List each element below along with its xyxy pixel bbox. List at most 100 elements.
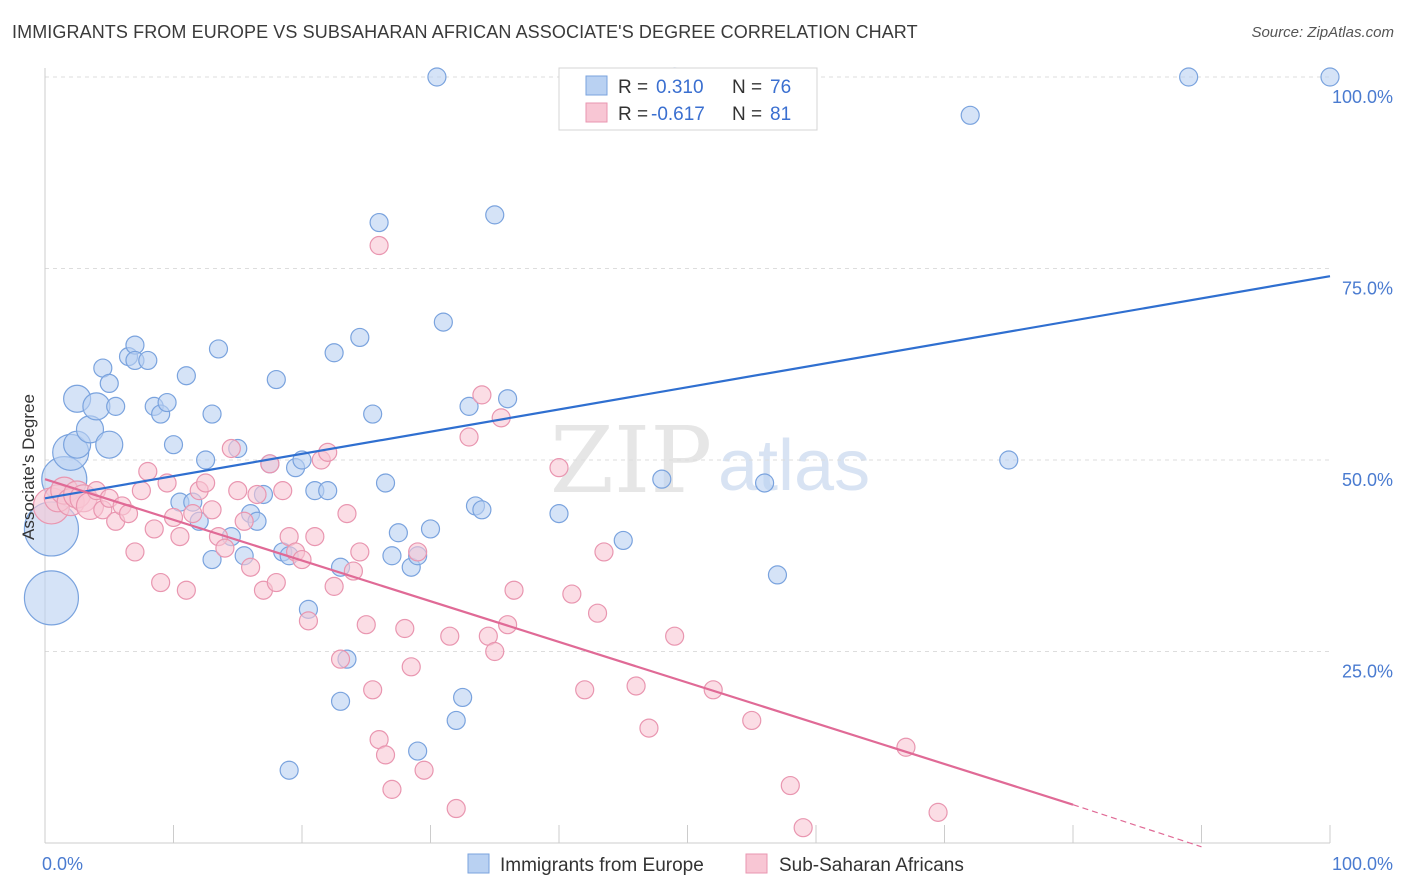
europe-point	[549, 504, 569, 524]
african-point	[241, 557, 261, 577]
african-point	[549, 458, 569, 478]
african-point	[485, 641, 505, 662]
african-trend-line	[44, 478, 1074, 806]
y-tick-label: 100.0%	[1332, 87, 1393, 107]
europe-point	[23, 570, 80, 626]
europe-point	[1320, 67, 1340, 87]
europe-point	[82, 392, 111, 421]
europe-point	[382, 546, 402, 566]
legend-n-label-1: N =	[732, 77, 762, 98]
african-point	[626, 676, 646, 696]
europe-point	[363, 404, 383, 424]
african-point	[350, 542, 370, 562]
europe-point	[613, 530, 633, 551]
europe-point	[498, 389, 518, 409]
europe-point	[420, 519, 441, 539]
europe-point	[446, 710, 466, 731]
african-point	[440, 626, 460, 646]
europe-point	[95, 430, 124, 459]
europe-point	[202, 549, 222, 570]
europe-point	[196, 450, 216, 470]
europe-trend-line	[44, 275, 1331, 500]
trend-lines	[44, 275, 1331, 848]
x-tick-label-end: 100.0%	[1332, 854, 1393, 874]
y-axis-title: Associate's Degree	[19, 394, 38, 540]
europe-point	[652, 469, 672, 489]
african-point	[408, 542, 428, 562]
legend-box: R = 0.310 N = 76 R = -0.617 N = 81	[558, 67, 818, 131]
african-point	[459, 427, 479, 447]
african-point	[125, 542, 145, 562]
african-point	[170, 526, 190, 547]
african-point	[780, 775, 800, 796]
bottom-legend-swatch-europe	[467, 853, 490, 874]
african-point	[330, 649, 351, 669]
african-point	[575, 680, 595, 700]
african-point	[131, 481, 151, 501]
african-point	[562, 584, 582, 604]
europe-point	[459, 396, 479, 416]
europe-point	[324, 343, 344, 363]
african-point	[896, 737, 916, 757]
african-point	[215, 538, 235, 558]
legend-n-value-2: 81	[770, 104, 791, 125]
y-tick-label: 75.0%	[1342, 279, 1393, 299]
african-point	[928, 802, 948, 822]
legend-swatch-pink	[585, 102, 608, 123]
chart-title: IMMIGRANTS FROM EUROPE VS SUBSAHARAN AFR…	[12, 22, 918, 42]
europe-point	[99, 373, 119, 393]
african-point	[247, 484, 267, 505]
african-point	[639, 718, 659, 738]
bottom-legend-swatch-africans	[745, 853, 768, 874]
europe-point	[279, 760, 299, 780]
europe-point	[472, 500, 492, 520]
african-point	[318, 442, 338, 462]
bottom-legend-label-africans: Sub-Saharan Africans	[779, 855, 964, 876]
african-point	[594, 542, 614, 562]
african-point	[363, 680, 383, 700]
african-point	[446, 798, 466, 819]
europe-point	[375, 473, 396, 493]
african-point	[414, 760, 434, 780]
african-point	[356, 615, 376, 635]
african-point	[793, 818, 813, 838]
african-point	[587, 603, 608, 623]
african-point	[401, 657, 421, 677]
watermark: ZIP atlas	[550, 407, 870, 514]
african-point	[382, 779, 402, 799]
legend-n-label-2: N =	[732, 104, 762, 125]
legend-r-value-1: 0.310	[656, 77, 704, 98]
african-point	[183, 504, 203, 524]
europe-point	[138, 350, 158, 371]
europe-point	[106, 396, 126, 416]
europe-point	[408, 741, 428, 761]
african-point	[273, 481, 293, 501]
europe-point	[388, 523, 408, 543]
african-point	[221, 438, 241, 459]
europe-point	[1179, 67, 1199, 87]
african-point	[202, 500, 222, 520]
x-tick-label-start: 0.0%	[42, 854, 83, 874]
african-point	[369, 235, 389, 256]
y-tick-label: 50.0%	[1342, 470, 1393, 490]
europe-point	[318, 481, 338, 501]
grid	[45, 76, 1330, 652]
african-point	[196, 473, 216, 493]
europe-point	[485, 205, 505, 225]
african-point	[176, 580, 196, 600]
europe-point	[999, 450, 1019, 470]
african-point	[305, 526, 325, 547]
points	[23, 67, 1340, 838]
legend-r-value-2: -0.617	[651, 104, 705, 125]
europe-point	[754, 473, 775, 493]
african-point	[144, 519, 164, 539]
europe-point	[157, 392, 177, 413]
african-point	[324, 576, 344, 596]
europe-point	[208, 339, 229, 359]
african-point	[138, 461, 158, 482]
y-tick-label: 25.0%	[1342, 662, 1393, 682]
europe-point	[767, 565, 788, 585]
african-point	[472, 385, 492, 405]
african-point	[298, 611, 319, 631]
